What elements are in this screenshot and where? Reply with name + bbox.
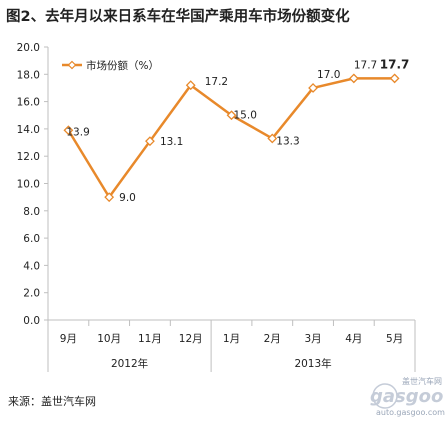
group-label: 2012年 (111, 357, 148, 370)
data-point (63, 125, 74, 136)
legend: 市场份额（%） (62, 59, 159, 72)
data-point (348, 73, 359, 84)
data-label: 13.9 (66, 126, 89, 138)
data-label: 17.7 (380, 57, 410, 71)
data-point (389, 73, 400, 84)
x-tick-label: 5月 (386, 333, 403, 345)
watermark-url: auto.gasgoo.com (376, 408, 445, 417)
data-point (145, 136, 155, 147)
y-tick-label: 12.0 (17, 151, 40, 163)
y-tick-label: 18.0 (17, 69, 40, 81)
y-tick-label: 6.0 (23, 233, 40, 245)
y-tick-label: 2.0 (23, 288, 40, 300)
y-tick-label: 0.0 (23, 315, 40, 327)
x-tick-label: 11月 (138, 333, 162, 345)
plot-area: 0.0 2.0 4.0 6.0 8.0 10.0 12.0 14.0 16.0 18.0 20.0 9… (17, 42, 416, 372)
watermark-logo-icon (372, 383, 398, 409)
data-label: 17.0 (317, 69, 340, 81)
data-label: 13.3 (276, 135, 299, 147)
y-tick-label: 10.0 (17, 179, 40, 191)
x-tick-label: 3月 (304, 333, 321, 345)
group-label: 2013年 (294, 357, 331, 370)
watermark-cn: 盖世汽车网 (402, 376, 442, 386)
x-tick-label: 4月 (345, 333, 362, 345)
legend-marker-icon (67, 60, 77, 70)
data-point (104, 192, 115, 203)
y-tick-label: 8.0 (23, 206, 40, 218)
data-point (308, 83, 318, 93)
x-tick-label: 9月 (60, 333, 77, 345)
data-label: 13.1 (160, 136, 183, 148)
chart-title: 图2、去年月以来日系车在华国产乘用车市场份额变化 (6, 7, 350, 25)
y-tick-label: 4.0 (23, 260, 40, 272)
x-tick-label: 12月 (179, 333, 203, 345)
data-point (267, 133, 278, 144)
watermark-logo-text: gasgoo (370, 386, 443, 407)
x-tick-label: 1月 (223, 333, 240, 345)
x-tick-label: 10月 (97, 333, 121, 345)
data-label: 17.7 (354, 59, 377, 71)
y-tick-label: 16.0 (17, 97, 40, 109)
data-label: 15.0 (234, 109, 257, 121)
data-point (185, 80, 196, 91)
series-line (67, 77, 395, 199)
legend-label: 市场份额（%） (86, 59, 159, 72)
y-tick-label: 20.0 (17, 42, 40, 54)
x-tick-label: 2月 (264, 333, 281, 345)
watermark: 盖世汽车网 gasgoo auto.gasgoo.com (370, 376, 445, 417)
source-note: 来源：盖世汽车网 (8, 394, 96, 408)
y-tick-label: 14.0 (17, 124, 40, 136)
data-label: 17.2 (205, 76, 228, 88)
data-point (226, 110, 237, 121)
data-label: 9.0 (119, 192, 136, 204)
